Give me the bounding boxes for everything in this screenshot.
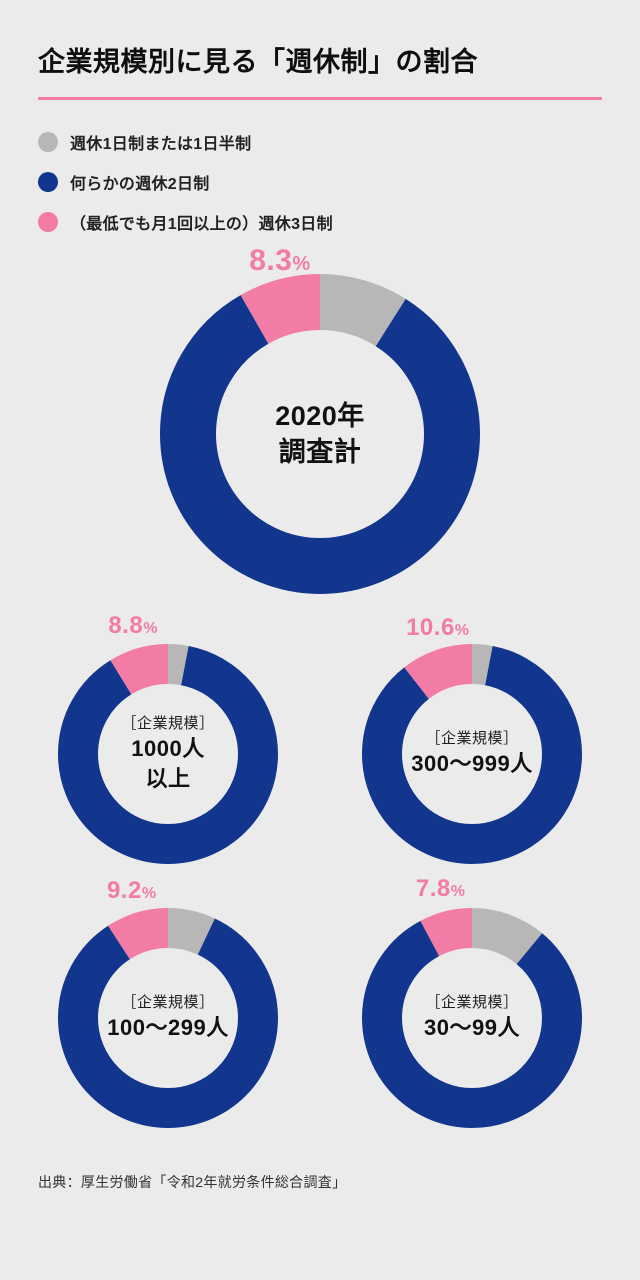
charts-area: 2020年調査計8.3% ［企業規模］1000人以上8.8% ［企業規模］300… [38,274,602,1128]
donut-center-label: ［企業規模］100〜299人 [107,993,228,1043]
page-title: 企業規模別に見る「週休制」の割合 [38,40,602,79]
donut-300-999: ［企業規模］300〜999人10.6% [362,644,582,864]
pink-pct-label: 9.2% [107,877,157,905]
legend-swatch [38,172,58,192]
legend-swatch [38,132,58,152]
donut-main: 2020年調査計8.3% [160,274,480,594]
legend-label: （最低でも月1回以上の）週休3日制 [70,210,333,234]
donut-center-label: ［企業規模］300〜999人 [411,729,532,779]
pink-pct-label: 10.6% [406,614,469,642]
donut-center-label: 2020年調査計 [275,398,365,471]
pink-pct-label: 7.8% [416,875,466,903]
legend-label: 何らかの週休2日制 [70,170,210,194]
legend: 週休1日制または1日半制 何らかの週休2日制 （最低でも月1回以上の）週休3日制 [38,130,602,234]
donut-100-299: ［企業規模］100〜299人9.2% [58,908,278,1128]
donut-center-label: ［企業規模］30〜99人 [424,993,520,1043]
legend-item: 週休1日制または1日半制 [38,130,602,154]
pink-pct-label: 8.3% [249,244,311,278]
source-text: 出典：厚生労働省「令和2年就労条件総合調査」 [38,1172,602,1192]
legend-item: 何らかの週休2日制 [38,170,602,194]
pink-pct-label: 8.8% [108,612,158,640]
legend-item: （最低でも月1回以上の）週休3日制 [38,210,602,234]
donut-30-99: ［企業規模］30〜99人7.8% [362,908,582,1128]
title-rule [38,97,602,100]
legend-label: 週休1日制または1日半制 [70,130,251,154]
donut-1000plus: ［企業規模］1000人以上8.8% [58,644,278,864]
donut-center-label: ［企業規模］1000人以上 [121,714,214,794]
legend-swatch [38,212,58,232]
